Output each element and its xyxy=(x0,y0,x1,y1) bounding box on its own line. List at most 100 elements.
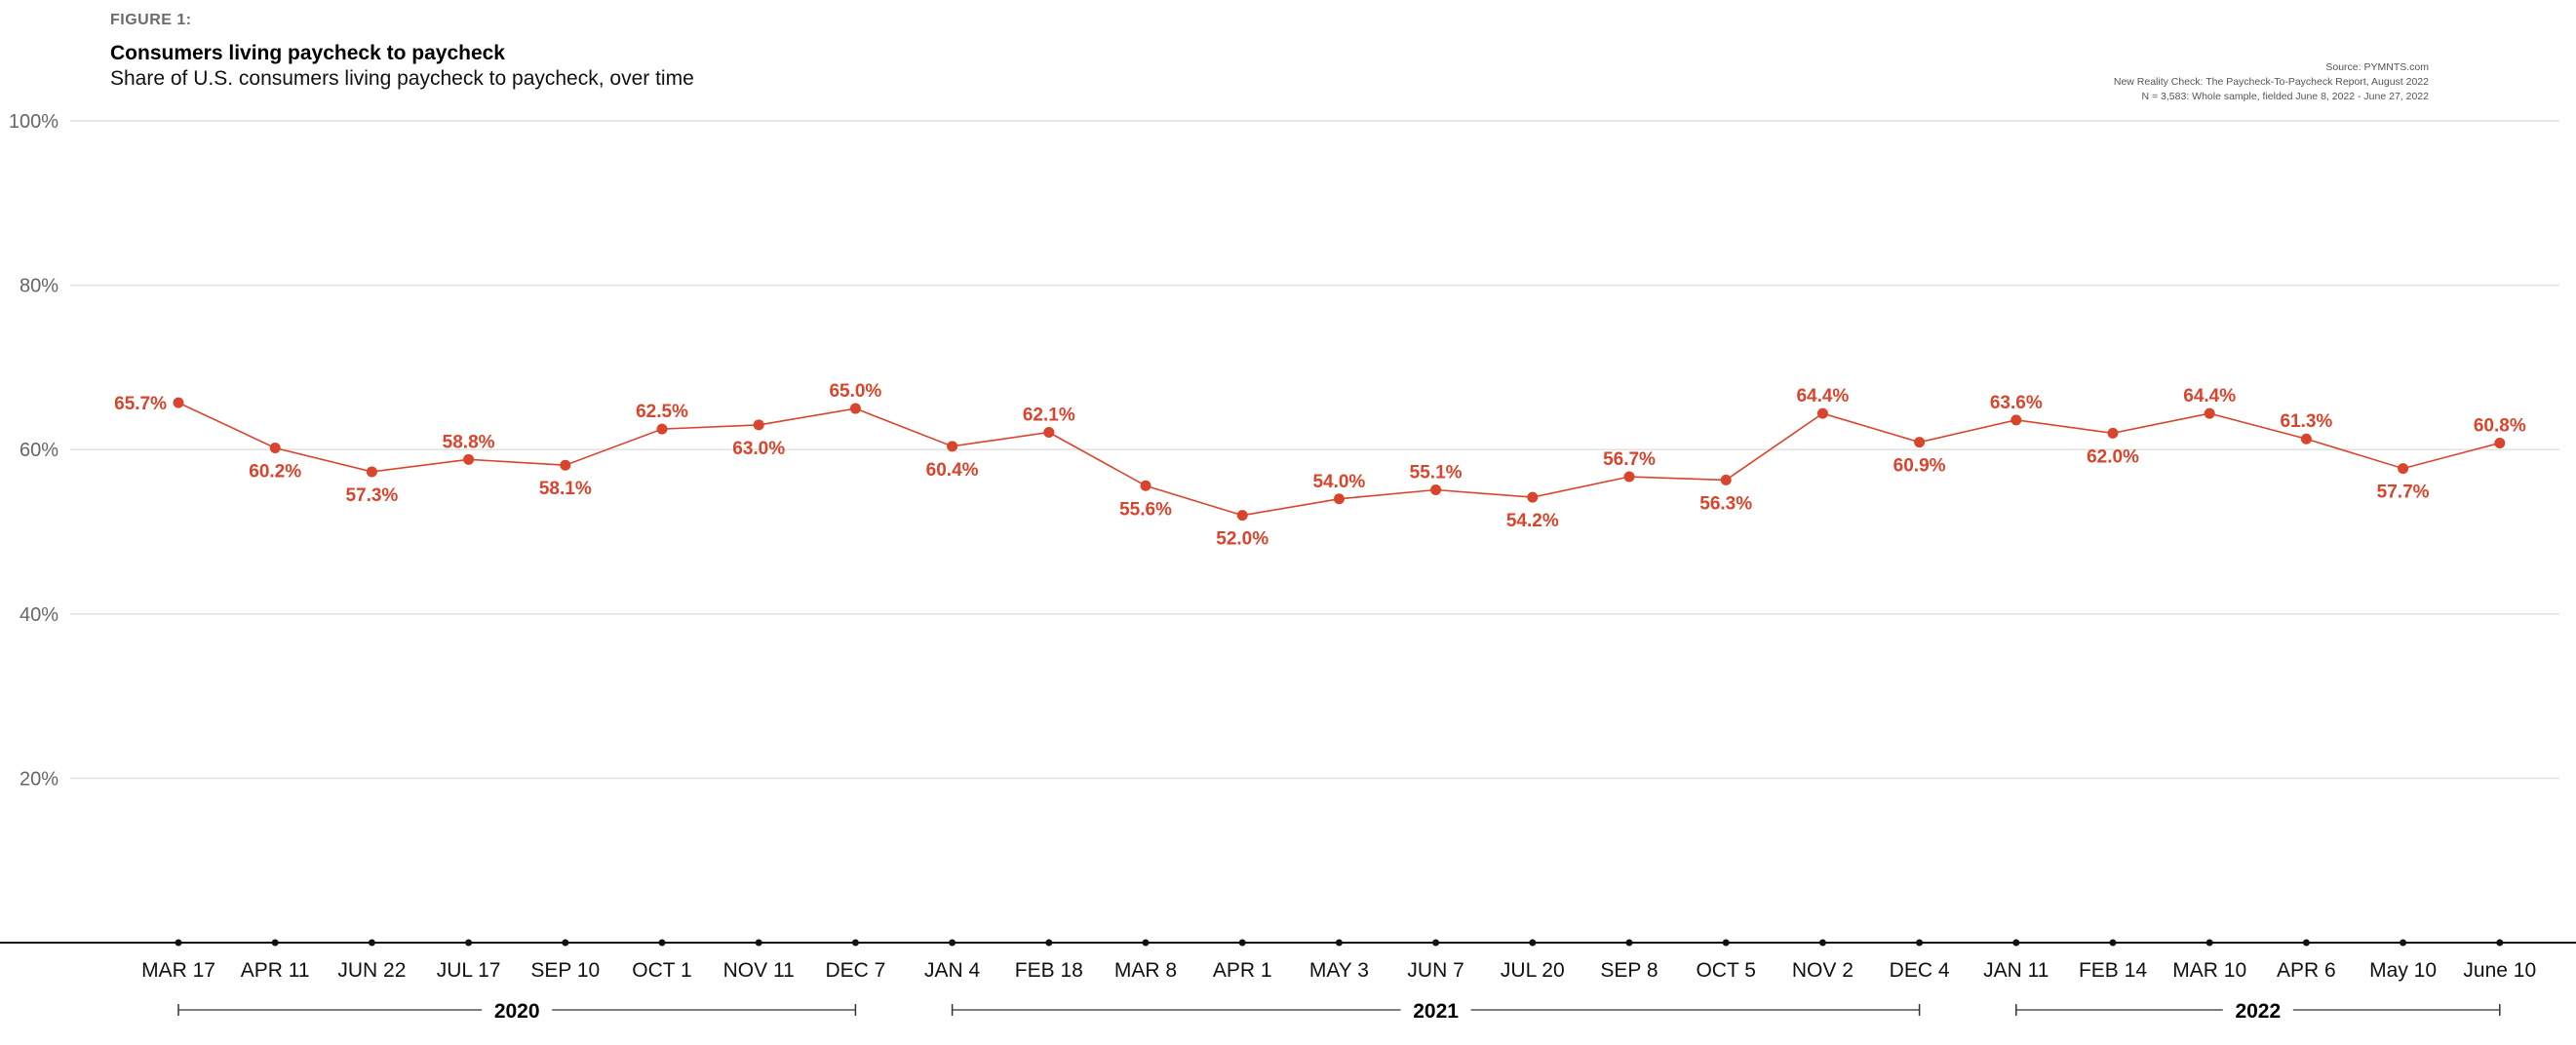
data-point xyxy=(656,423,668,435)
x-tick-label: DEC 4 xyxy=(1890,959,1950,982)
x-tick-dot xyxy=(1238,939,1246,947)
data-point xyxy=(173,397,184,408)
data-label: 62.0% xyxy=(2087,446,2139,467)
data-point xyxy=(1816,407,1828,419)
data-label: 56.3% xyxy=(1699,493,1752,514)
x-tick-label: JAN 11 xyxy=(1983,959,2049,982)
data-label: 56.7% xyxy=(1603,449,1656,470)
x-tick-label: FEB 14 xyxy=(2079,959,2147,982)
x-tick-label: MAR 8 xyxy=(1114,959,1177,982)
data-label: 57.3% xyxy=(345,485,398,506)
data-label: 61.3% xyxy=(2280,411,2332,432)
x-tick-label: SEP 8 xyxy=(1600,959,1658,982)
data-label: 60.2% xyxy=(249,462,301,483)
data-label: 63.0% xyxy=(732,439,785,459)
x-tick-dot xyxy=(949,939,956,947)
x-tick-dot xyxy=(2109,939,2117,947)
data-label: 62.5% xyxy=(636,402,688,422)
x-tick-label: OCT 1 xyxy=(632,959,691,982)
data-point xyxy=(2300,433,2312,445)
data-point xyxy=(463,453,475,465)
year-label: 2021 xyxy=(1413,1000,1459,1023)
x-tick-dot xyxy=(2400,939,2407,947)
source-note: Source: PYMNTS.com New Reality Check: Th… xyxy=(2114,60,2429,104)
x-tick-dot xyxy=(1916,939,1924,947)
x-tick-label: MAR 17 xyxy=(141,959,215,982)
data-label: 54.0% xyxy=(1312,472,1365,492)
x-tick-label: FEB 18 xyxy=(1015,959,1083,982)
source-line: New Reality Check: The Paycheck-To-Paych… xyxy=(2113,76,2429,88)
y-tick-label: 20% xyxy=(20,768,59,790)
chart-subtitle: Share of U.S. consumers living paycheck … xyxy=(110,67,694,90)
x-tick-dot xyxy=(465,939,473,947)
data-point xyxy=(1914,437,1926,448)
data-point xyxy=(1527,491,1539,503)
data-point xyxy=(2107,427,2119,439)
figure-label: FIGURE 1: xyxy=(110,12,192,28)
y-tick-label: 80% xyxy=(20,276,59,297)
data-label: 63.6% xyxy=(1990,393,2043,413)
x-tick-dot xyxy=(271,939,279,947)
data-label: 62.1% xyxy=(1023,405,1075,425)
x-tick-label: NOV 2 xyxy=(1792,959,1854,982)
data-point xyxy=(1333,493,1345,505)
data-label: 64.4% xyxy=(1796,386,1849,406)
x-tick-label: SEP 10 xyxy=(530,959,600,982)
data-label: 58.8% xyxy=(443,432,495,452)
data-point xyxy=(947,441,958,452)
x-tick-label: JUL 20 xyxy=(1501,959,1565,982)
data-point xyxy=(2204,407,2215,419)
chart-title: Consumers living paycheck to paycheck xyxy=(110,42,505,64)
data-label: 65.0% xyxy=(829,381,881,402)
data-point xyxy=(1140,480,1151,491)
data-point xyxy=(269,443,281,454)
x-tick-dot xyxy=(851,939,859,947)
x-tick-dot xyxy=(1045,939,1053,947)
x-tick-label: DEC 7 xyxy=(825,959,885,982)
x-tick-label: JUN 22 xyxy=(337,959,406,982)
data-label: 54.2% xyxy=(1506,511,1559,531)
data-point xyxy=(849,403,861,414)
data-point xyxy=(1043,426,1055,438)
year-label: 2022 xyxy=(2235,1000,2281,1023)
x-tick-dot xyxy=(1625,939,1633,947)
data-point xyxy=(1430,484,1442,496)
x-tick-label: NOV 11 xyxy=(723,959,795,982)
data-label: 60.9% xyxy=(1893,456,1946,477)
data-point xyxy=(2494,437,2506,448)
data-point xyxy=(560,459,571,471)
data-point xyxy=(1720,474,1732,485)
y-tick-label: 100% xyxy=(9,111,59,133)
x-tick-label: JUN 7 xyxy=(1407,959,1464,982)
x-tick-dot xyxy=(658,939,666,947)
year-label: 2020 xyxy=(494,1000,540,1023)
x-tick-label: JUL 17 xyxy=(437,959,501,982)
x-tick-label: June 10 xyxy=(2463,959,2536,982)
x-tick-label: MAY 3 xyxy=(1309,959,1369,982)
x-tick-dot xyxy=(2496,939,2504,947)
x-tick-dot xyxy=(1529,939,1537,947)
source-line: Source: PYMNTS.com xyxy=(2325,61,2429,73)
x-tick-dot xyxy=(755,939,762,947)
x-tick-label: APR 11 xyxy=(241,959,310,982)
source-line: N = 3,583: Whole sample, fielded June 8,… xyxy=(2141,91,2430,102)
data-label: 64.4% xyxy=(2183,386,2236,406)
x-tick-label: APR 1 xyxy=(1213,959,1272,982)
data-point xyxy=(753,419,764,431)
x-tick-dot xyxy=(368,939,375,947)
x-tick-label: APR 6 xyxy=(2277,959,2336,982)
data-point xyxy=(2010,414,2022,426)
data-label: 55.6% xyxy=(1119,499,1172,520)
x-tick-dot xyxy=(175,939,182,947)
data-label: 60.8% xyxy=(2474,415,2526,436)
x-tick-dot xyxy=(562,939,569,947)
x-tick-label: OCT 5 xyxy=(1696,959,1755,982)
data-point xyxy=(1236,510,1248,522)
x-tick-dot xyxy=(2302,939,2310,947)
x-tick-dot xyxy=(2012,939,2020,947)
x-tick-dot xyxy=(1432,939,1440,947)
data-label: 58.1% xyxy=(539,479,592,499)
x-tick-dot xyxy=(1722,939,1730,947)
y-tick-label: 40% xyxy=(20,604,59,626)
x-tick-dot xyxy=(2205,939,2213,947)
